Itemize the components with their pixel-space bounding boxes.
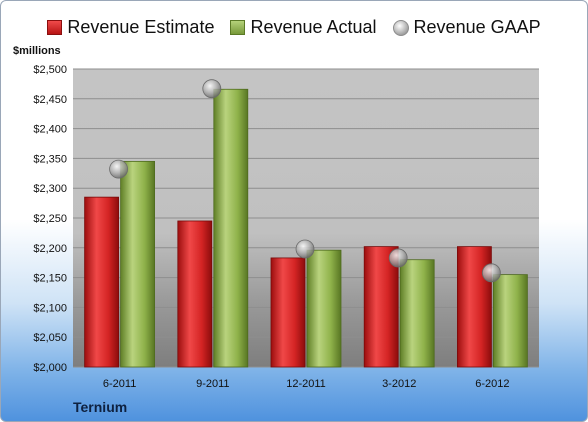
- bar-estimate: [84, 196, 119, 368]
- x-tick-label: 3-2012: [382, 378, 416, 390]
- legend-item-actual: Revenue Actual: [230, 17, 377, 38]
- legend-item-estimate: Revenue Estimate: [47, 17, 214, 38]
- chart-legend: Revenue Estimate Revenue Actual Revenue …: [1, 17, 587, 38]
- bar-estimate: [270, 257, 306, 368]
- y-tick-label: $2,500: [33, 64, 67, 76]
- y-tick-label: $2,450: [33, 94, 67, 106]
- marker-gaap: [388, 248, 408, 268]
- company-name: Ternium: [73, 399, 128, 415]
- marker-gaap: [295, 239, 315, 259]
- legend-label-estimate: Revenue Estimate: [67, 17, 215, 37]
- bar-actual: [120, 160, 155, 368]
- bar-actual: [399, 259, 435, 368]
- marker-gaap: [481, 263, 501, 283]
- y-tick-label: $2,350: [33, 153, 67, 165]
- y-tick-label: $2,200: [33, 243, 67, 255]
- legend-swatch-actual: [230, 20, 246, 35]
- x-tick-label: 6-2011: [103, 378, 136, 390]
- x-tick-label: 12-2011: [286, 378, 326, 390]
- legend-swatch-estimate: [47, 20, 63, 35]
- y-tick-label: $2,100: [33, 302, 67, 314]
- y-tick-label: $2,250: [33, 213, 67, 225]
- y-tick-label: $2,400: [33, 124, 67, 136]
- y-tick-label: $2,000: [33, 362, 67, 374]
- marker-gaap: [109, 159, 128, 179]
- y-tick-label: $2,150: [33, 273, 67, 285]
- marker-gaap: [202, 79, 222, 99]
- y-axis-unit-label: $millions: [13, 45, 61, 57]
- bar-estimate: [363, 246, 399, 368]
- y-tick-label: $2,300: [33, 183, 67, 195]
- legend-label-gaap: Revenue GAAP: [413, 17, 541, 37]
- bar-estimate: [177, 220, 213, 368]
- y-tick-label: $2,050: [33, 332, 67, 344]
- x-tick-label: 9-2011: [196, 378, 229, 390]
- bar-actual: [213, 88, 249, 368]
- x-tick-label: 6-2012: [475, 378, 509, 390]
- bar-estimate: [456, 246, 492, 368]
- bar-actual: [492, 274, 528, 368]
- bar-actual: [306, 249, 342, 368]
- legend-label-actual: Revenue Actual: [250, 17, 377, 37]
- legend-swatch-gaap: [392, 19, 409, 36]
- legend-item-gaap: Revenue GAAP: [392, 17, 541, 38]
